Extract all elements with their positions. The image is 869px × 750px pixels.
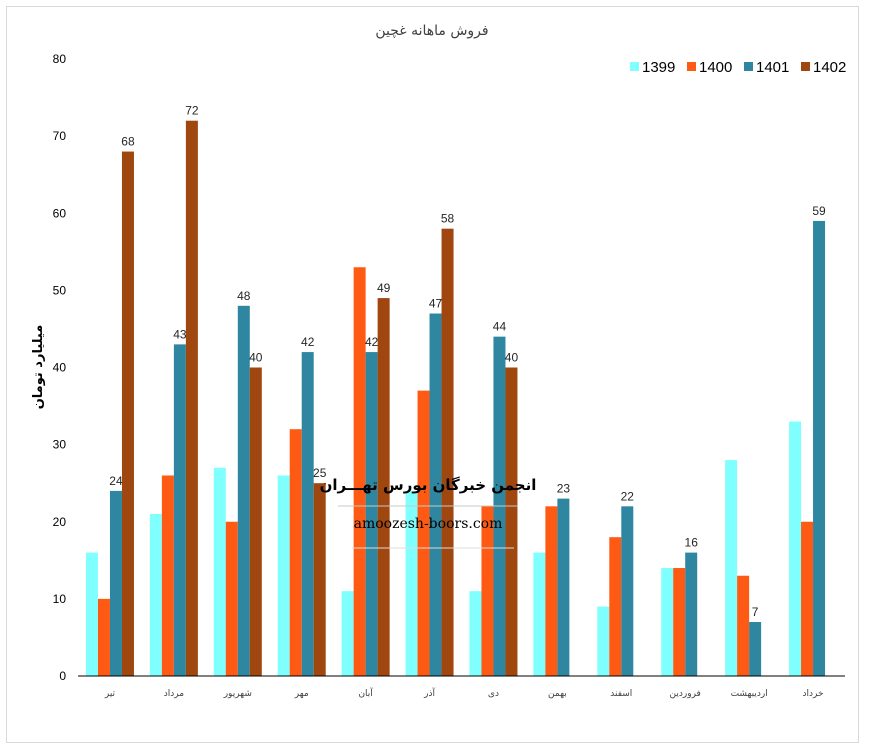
x-tick-label: مهر bbox=[294, 689, 309, 699]
x-tick-label: فروردین bbox=[670, 689, 701, 699]
bar-1400 bbox=[418, 391, 430, 676]
data-label: 44 bbox=[493, 320, 507, 334]
bar-1402 bbox=[186, 121, 198, 676]
bar-1401 bbox=[110, 491, 122, 676]
bar-1400 bbox=[162, 475, 174, 676]
data-label: 40 bbox=[505, 351, 519, 365]
bar-1400 bbox=[226, 522, 238, 676]
bar-1400 bbox=[801, 522, 813, 676]
y-tick-label: 10 bbox=[53, 592, 67, 606]
bar-1399 bbox=[86, 553, 98, 676]
bar-1400 bbox=[98, 599, 110, 676]
bar-1399 bbox=[789, 421, 801, 676]
data-label: 49 bbox=[377, 281, 391, 295]
y-tick-label: 60 bbox=[53, 206, 67, 220]
bar-1400 bbox=[737, 576, 749, 676]
bar-1399 bbox=[214, 468, 226, 676]
legend-swatch-1402 bbox=[801, 62, 810, 71]
legend: 1399 1400 1401 1402 bbox=[630, 59, 846, 76]
bar-1401 bbox=[749, 622, 761, 676]
legend-swatch-1399 bbox=[630, 62, 639, 71]
bar-1401 bbox=[685, 553, 697, 676]
bar-1401 bbox=[302, 352, 314, 676]
y-tick-label: 80 bbox=[53, 52, 67, 66]
bar-1399 bbox=[278, 475, 290, 676]
x-tick-label: مرداد bbox=[164, 689, 184, 699]
data-label: 43 bbox=[173, 327, 187, 341]
data-label: 16 bbox=[685, 536, 699, 550]
legend-swatch-1400 bbox=[687, 62, 696, 71]
legend-label: 1402 bbox=[813, 59, 846, 76]
y-tick-label: 70 bbox=[53, 129, 67, 143]
y-axis-label: میلیارد تومان bbox=[31, 325, 46, 410]
x-tick-label: بهمن bbox=[548, 689, 567, 699]
data-label: 23 bbox=[557, 482, 571, 496]
bar-1399 bbox=[725, 460, 737, 676]
data-label: 7 bbox=[752, 605, 759, 619]
data-label: 24 bbox=[109, 474, 123, 488]
x-tick-label: آبان bbox=[358, 687, 373, 699]
y-tick-label: 20 bbox=[53, 515, 67, 529]
watermark-url: amoozesh-boors.com bbox=[354, 516, 503, 532]
bar-1401 bbox=[238, 306, 250, 676]
bar-1401 bbox=[174, 344, 186, 676]
x-tick-label: شهریور bbox=[223, 689, 252, 699]
bar-1400 bbox=[609, 537, 621, 676]
bar-1400 bbox=[354, 267, 366, 676]
bar-1402 bbox=[442, 229, 454, 676]
data-label: 48 bbox=[237, 289, 251, 303]
data-label: 42 bbox=[365, 335, 379, 349]
legend-label: 1400 bbox=[699, 59, 732, 76]
legend-label: 1401 bbox=[756, 59, 789, 76]
x-tick-label: تیر bbox=[104, 689, 116, 699]
bar-1400 bbox=[673, 568, 685, 676]
data-label: 59 bbox=[812, 204, 826, 218]
bar-1401 bbox=[813, 221, 825, 676]
x-tick-label: خرداد bbox=[803, 689, 824, 699]
bar-1402 bbox=[122, 152, 134, 676]
bar-1402 bbox=[505, 368, 517, 677]
bar-1399 bbox=[469, 591, 481, 676]
bar-1399 bbox=[150, 514, 162, 676]
x-axis-ticks: تیر مرداد شهریور مهر آبان آذر دی بهمن اسفند فرورد… bbox=[104, 687, 824, 699]
bar-1400 bbox=[545, 506, 557, 676]
bar-1399 bbox=[342, 591, 354, 676]
y-axis-ticks: 0 10 20 30 40 50 60 70 80 bbox=[53, 52, 67, 683]
x-tick-label: اردیبهشت bbox=[731, 689, 768, 699]
data-label: 58 bbox=[441, 212, 455, 226]
bar-1402 bbox=[250, 368, 262, 677]
data-label: 68 bbox=[121, 135, 135, 149]
bar-1401 bbox=[430, 314, 442, 676]
y-tick-label: 50 bbox=[53, 283, 67, 297]
bar-1399 bbox=[597, 607, 609, 676]
y-tick-label: 30 bbox=[53, 438, 67, 452]
x-tick-label: دی bbox=[488, 689, 499, 699]
data-label: 22 bbox=[621, 489, 635, 503]
bar-1400 bbox=[290, 429, 302, 676]
y-tick-label: 40 bbox=[53, 361, 67, 375]
bars bbox=[86, 121, 825, 676]
data-label: 47 bbox=[429, 297, 443, 311]
bar-1399 bbox=[661, 568, 673, 676]
bar-1401 bbox=[557, 499, 569, 676]
y-tick-label: 0 bbox=[59, 669, 66, 683]
data-label: 72 bbox=[185, 104, 199, 118]
x-tick-label: آذر bbox=[423, 687, 435, 699]
legend-label: 1399 bbox=[642, 59, 675, 76]
bar-1401 bbox=[366, 352, 378, 676]
x-tick-label: اسفند bbox=[610, 689, 632, 699]
data-label: 40 bbox=[249, 351, 263, 365]
bar-1399 bbox=[533, 553, 545, 676]
bar-1401 bbox=[621, 506, 633, 676]
watermark-title: انجمن خبرگان بورس تهـــران bbox=[320, 476, 537, 494]
bar-1402 bbox=[314, 483, 326, 676]
chart-title: فروش ماهانه غچین bbox=[375, 23, 488, 39]
legend-swatch-1401 bbox=[744, 62, 753, 71]
data-label: 42 bbox=[301, 335, 315, 349]
